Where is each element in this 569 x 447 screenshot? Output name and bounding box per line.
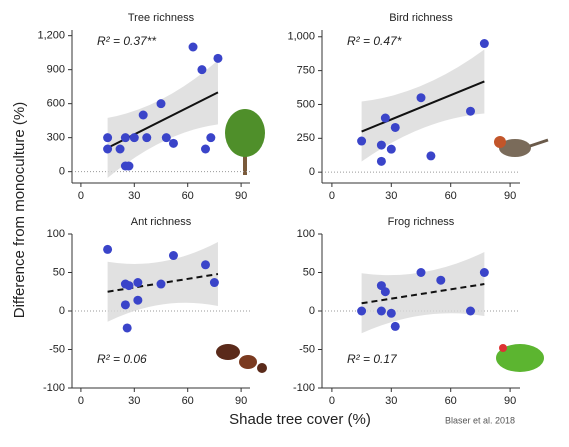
panel-title: Frog richness — [388, 216, 455, 228]
y-tick-label: 0 — [309, 305, 315, 317]
point — [390, 122, 400, 132]
credit: Blaser et al. 2018 — [445, 415, 515, 425]
bird-icon — [494, 136, 549, 157]
point — [161, 133, 171, 143]
y-tick-label: 0 — [309, 166, 315, 178]
point — [436, 275, 446, 285]
x-tick-label: 0 — [78, 395, 84, 407]
point — [357, 136, 367, 146]
point — [390, 321, 400, 331]
point — [386, 144, 396, 154]
y-tick-label: 100 — [297, 228, 315, 240]
x-tick-label: 0 — [78, 190, 84, 202]
r-squared: R² = 0.47* — [347, 34, 402, 48]
point — [133, 295, 143, 305]
point — [124, 281, 134, 291]
point — [156, 279, 166, 289]
point — [103, 144, 113, 154]
panel-title: Ant richness — [131, 216, 192, 228]
point — [213, 53, 223, 63]
x-tick-label: 30 — [385, 190, 397, 202]
point — [380, 113, 390, 123]
point — [376, 140, 386, 150]
x-tick-label: 0 — [329, 395, 335, 407]
y-tick-label: 300 — [47, 132, 65, 144]
y-tick-label: 500 — [297, 98, 315, 110]
x-tick-label: 60 — [445, 395, 457, 407]
x-tick-label: 30 — [128, 395, 140, 407]
fit-line — [361, 283, 485, 305]
ant-icon — [216, 344, 267, 373]
point — [103, 133, 113, 143]
r-squared: R² = 0.37** — [97, 34, 156, 48]
x-tick-label: 90 — [235, 190, 247, 202]
r-squared: R² = 0.17 — [347, 352, 398, 366]
point — [376, 306, 386, 316]
y-tick-label: 1,200 — [37, 30, 65, 42]
point — [115, 144, 125, 154]
y-tick-label: 50 — [53, 266, 65, 278]
point — [376, 156, 386, 166]
x-tick-label: 60 — [182, 395, 194, 407]
x-axis-label: Shade tree cover (%) — [229, 411, 371, 428]
y-tick-label: 900 — [47, 64, 65, 76]
panel-title: Bird richness — [389, 12, 453, 24]
point — [466, 306, 475, 316]
x-tick-label: 60 — [445, 190, 457, 202]
point — [201, 260, 210, 270]
point — [168, 138, 178, 148]
y-tick-label: 250 — [297, 132, 315, 144]
point — [120, 300, 130, 310]
point — [386, 308, 396, 318]
point — [206, 133, 216, 143]
y-tick-label: -50 — [49, 343, 65, 355]
point — [479, 39, 489, 49]
point — [156, 99, 166, 109]
tree-icon — [225, 109, 265, 175]
point — [138, 110, 148, 120]
point — [209, 278, 219, 288]
x-tick-label: 30 — [128, 190, 140, 202]
y-tick-label: -100 — [43, 382, 65, 394]
point — [168, 251, 178, 261]
y-tick-label: -100 — [293, 382, 315, 394]
r-squared: R² = 0.06 — [97, 352, 147, 366]
x-tick-label: 90 — [504, 190, 516, 202]
point — [197, 65, 207, 75]
point — [129, 133, 139, 143]
point — [416, 93, 426, 103]
frog-icon — [496, 344, 544, 372]
panel-title: Tree richness — [128, 12, 195, 24]
point — [124, 161, 134, 171]
point — [426, 151, 436, 161]
point — [201, 144, 210, 154]
point — [142, 133, 152, 143]
y-tick-label: 600 — [47, 98, 65, 110]
point — [466, 106, 475, 116]
point — [188, 42, 198, 52]
point — [479, 268, 489, 277]
point — [122, 323, 132, 333]
point — [103, 244, 113, 254]
point — [357, 306, 367, 316]
point — [416, 268, 426, 277]
x-tick-label: 90 — [235, 395, 247, 407]
y-tick-label: -50 — [299, 343, 315, 355]
point — [120, 133, 130, 143]
x-tick-label: 0 — [329, 190, 335, 202]
y-tick-label: 0 — [59, 166, 65, 178]
y-tick-label: 750 — [297, 65, 315, 77]
point — [380, 287, 390, 297]
point — [133, 278, 143, 288]
x-tick-label: 90 — [504, 395, 516, 407]
y-tick-label: 1,000 — [287, 31, 315, 43]
fit-line — [361, 80, 485, 133]
y-tick-label: 100 — [47, 228, 65, 240]
x-tick-label: 30 — [385, 395, 397, 407]
y-tick-label: 50 — [303, 266, 315, 278]
y-tick-label: 0 — [59, 305, 65, 317]
y-axis-label: Difference from monoculture (%) — [11, 102, 28, 318]
x-tick-label: 60 — [182, 190, 194, 202]
